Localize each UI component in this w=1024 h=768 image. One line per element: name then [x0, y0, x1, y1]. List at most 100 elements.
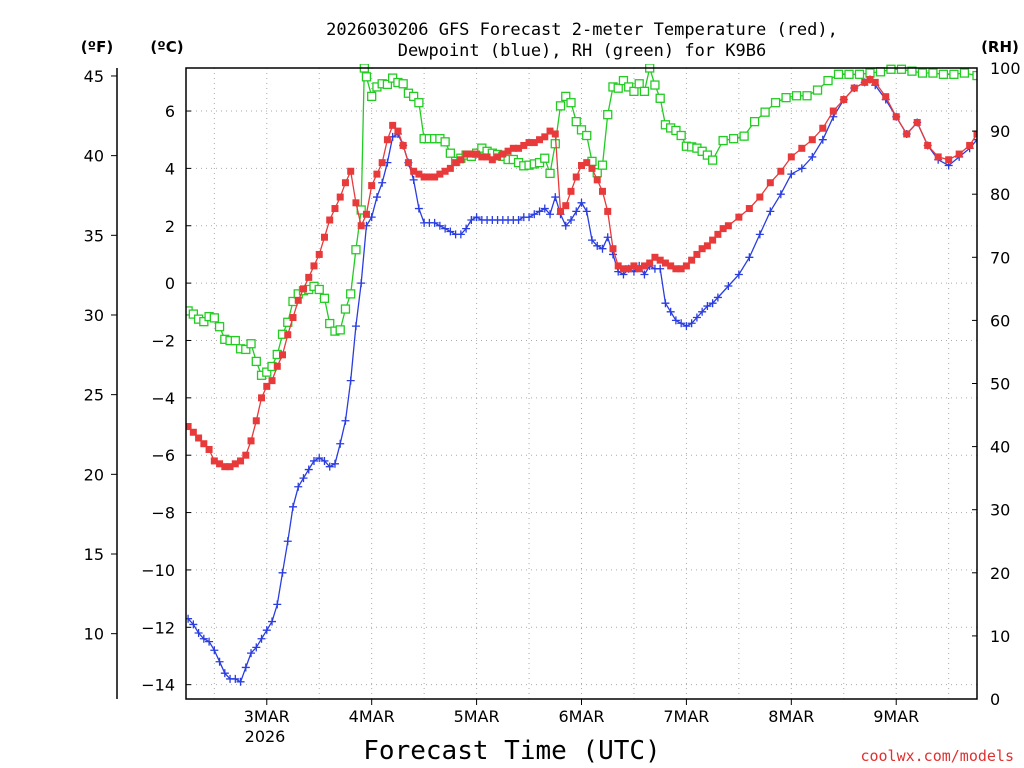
dewpoint-point [199, 634, 208, 643]
dewpoint-point [745, 253, 754, 262]
temperature-point [892, 113, 900, 121]
dewpoint-point [194, 629, 203, 638]
temperature-point [462, 150, 470, 158]
temperature-point [294, 296, 302, 304]
series-layer [186, 64, 977, 686]
temperature-point [483, 153, 491, 161]
fahrenheit-tick-label: 25 [84, 386, 104, 405]
temperature-point [525, 139, 533, 147]
dewpoint-point [567, 216, 576, 225]
rh-point [770, 98, 781, 108]
temperature-point [677, 265, 685, 273]
x-tick-label-3mar: 3MAR [244, 707, 290, 726]
dewpoint-point [278, 568, 287, 577]
dewpoint-point [325, 462, 334, 471]
dewpoint-point [734, 270, 743, 279]
rh-tick-label: 40 [990, 438, 1010, 457]
dewpoint-point [273, 600, 282, 609]
temperature-point [656, 256, 664, 264]
temperature-point [415, 170, 423, 178]
celsius-tick-label: −14 [141, 676, 175, 695]
dewpoint-point [186, 614, 193, 623]
temperature-point [866, 75, 874, 83]
rh-point [209, 313, 219, 323]
rh-point [340, 304, 351, 314]
temperature-point [688, 256, 696, 264]
rh-point [728, 134, 739, 144]
temperature-point [383, 136, 391, 144]
temperature-point [703, 242, 711, 250]
dewpoint-point [577, 198, 586, 207]
dewpoint-point [346, 376, 355, 385]
rh-point [346, 289, 356, 299]
temperature-point [305, 273, 313, 281]
temperature-point [588, 164, 596, 172]
dewpoint-point [797, 164, 806, 173]
rh-point [351, 245, 361, 255]
dewpoint-point [666, 307, 675, 316]
temperature-point [661, 259, 669, 267]
temperature-point [320, 233, 328, 241]
temperature-point [221, 463, 229, 471]
x-tick-label-4mar: 4MAR [349, 707, 395, 726]
celsius-tick-label: −6 [151, 446, 175, 465]
rh-point [760, 107, 770, 117]
temperature-point [541, 133, 549, 141]
rh-point [440, 137, 450, 147]
temperature-point [850, 84, 858, 92]
dewpoint-point [357, 279, 366, 288]
temperature-point [389, 121, 397, 129]
temperature-point [331, 205, 339, 213]
dewpoint-point [514, 216, 523, 225]
dewpoint-point [241, 663, 250, 672]
temperature-point [913, 118, 921, 126]
temperature-point [268, 377, 276, 385]
temperature-point [667, 262, 675, 270]
credit-text: coolwx.com/models [860, 747, 1014, 765]
rh-point [671, 125, 681, 136]
rh-point [707, 155, 718, 165]
rh-tick-label: 60 [990, 311, 1010, 330]
temperature-point [719, 225, 727, 233]
temperature-point [819, 124, 827, 132]
dewpoint-point [247, 649, 256, 658]
fahrenheit-tick-label: 45 [84, 67, 104, 86]
dewpoint-point [973, 135, 977, 144]
rh-point [314, 284, 324, 295]
temperature-point [973, 130, 977, 138]
rh-point [618, 75, 629, 86]
temperature-point [216, 460, 224, 468]
dewpoint-point [289, 502, 298, 511]
temperature-point [457, 156, 465, 164]
temperature-point [604, 207, 612, 215]
dewpoint-point [818, 135, 827, 144]
rh-point [896, 64, 907, 74]
rh-tick-label: 90 [990, 122, 1010, 141]
temperature-point [871, 78, 879, 86]
rh-point [555, 101, 566, 111]
dewpoint-point [671, 316, 680, 325]
dewpoint-point [724, 281, 733, 290]
temperature-point [226, 463, 234, 471]
rh-point [781, 93, 791, 103]
temperature-point [273, 362, 281, 370]
temperature-point [410, 167, 418, 175]
rh-point [571, 116, 581, 127]
rh-point [791, 91, 802, 101]
dewpoint-point [640, 270, 649, 279]
plot-frame [185, 67, 978, 700]
x-axis-title: Forecast Time (UTC) [363, 736, 660, 766]
dewpoint-point [582, 207, 591, 216]
dewpoint-point [372, 193, 381, 202]
rh-point [917, 68, 928, 78]
temperature-point [247, 437, 255, 445]
rh-point [582, 130, 592, 141]
temperature-point [404, 159, 412, 167]
dewpoint-point [776, 190, 785, 199]
rh-point [854, 69, 865, 79]
dewpoint-point [535, 207, 544, 216]
temperature-point [714, 230, 722, 238]
temperature-point [347, 167, 355, 175]
dewpoint-point [587, 236, 596, 245]
